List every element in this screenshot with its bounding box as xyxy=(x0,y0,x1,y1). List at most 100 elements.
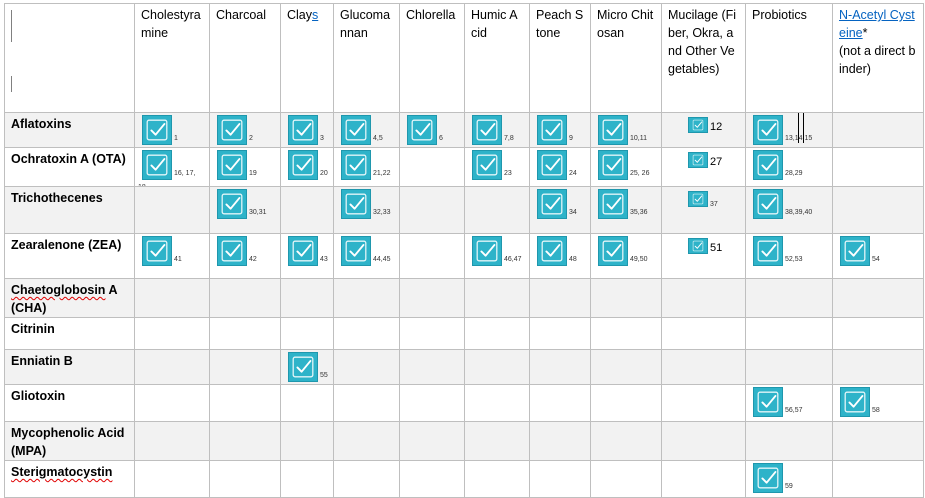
binder-cell xyxy=(209,384,281,422)
row-label: Trichothecenes xyxy=(11,191,103,205)
header-label: Glucomannan xyxy=(340,8,391,40)
reference-superscript: 20 xyxy=(320,170,328,177)
checkbox-checked-icon xyxy=(472,115,502,145)
binder-cell xyxy=(134,278,210,318)
header-label: Mucilage (Fiber, Okra, and Other Vegetab… xyxy=(668,8,737,76)
checkbox-checked-icon xyxy=(537,150,567,180)
binder-cell xyxy=(832,112,924,148)
checkbox-checked-icon xyxy=(288,115,318,145)
binder-cell xyxy=(590,278,662,318)
check-mark: 59 xyxy=(753,463,793,493)
binder-cell: 13,14,15 xyxy=(745,112,833,148)
table-row: Mycophenolic Acid (MPA) xyxy=(4,421,924,461)
binder-cell xyxy=(464,186,530,234)
check-mark: 52,53 xyxy=(753,236,803,266)
binder-cell xyxy=(529,460,591,498)
column-header: Chlorella xyxy=(399,3,465,113)
header-link[interactable]: N-Acetyl Cysteine xyxy=(839,8,915,40)
binder-cell xyxy=(399,421,465,461)
check-mark: 12 xyxy=(688,117,722,133)
binder-cell: 24 xyxy=(529,147,591,187)
check-mark: 3 xyxy=(288,115,324,145)
check-mark: 10,11 xyxy=(598,115,647,145)
binder-cell xyxy=(529,349,591,385)
checkbox-checked-icon xyxy=(598,115,628,145)
checkbox-checked-icon xyxy=(217,150,247,180)
reference-superscript: 46,47 xyxy=(504,256,522,263)
corner-cell xyxy=(4,3,135,113)
column-header: N-Acetyl Cysteine* (not a direct binder) xyxy=(832,3,924,113)
binder-cell xyxy=(661,460,746,498)
check-mark: 54 xyxy=(840,236,880,266)
check-mark: 43 xyxy=(288,236,328,266)
check-mark: 20 xyxy=(288,150,328,180)
reference-superscript: 59 xyxy=(785,483,793,490)
check-mark: 4,5 xyxy=(341,115,383,145)
checkbox-checked-icon xyxy=(598,189,628,219)
reference-superscript: 44,45 xyxy=(373,256,391,263)
column-header: Micro Chitosan xyxy=(590,3,662,113)
check-mark: 42 xyxy=(217,236,257,266)
reference-superscript: 18 xyxy=(138,184,146,186)
binder-cell xyxy=(590,460,662,498)
binder-cell xyxy=(399,278,465,318)
check-mark: 37 xyxy=(688,191,718,208)
text-cursor xyxy=(11,76,12,92)
binder-cell xyxy=(745,421,833,461)
binder-cell xyxy=(280,278,334,318)
binder-cell xyxy=(280,421,334,461)
binder-cell xyxy=(134,460,210,498)
reference-superscript: 56,57 xyxy=(785,407,803,414)
checkbox-checked-icon xyxy=(472,150,502,180)
binder-cell: 52,53 xyxy=(745,233,833,279)
checkbox-checked-icon xyxy=(537,189,567,219)
checkbox-checked-icon xyxy=(341,150,371,180)
binder-cell: 46,47 xyxy=(464,233,530,279)
table-row: Enniatin B 55 xyxy=(4,349,924,385)
row-label: Enniatin B xyxy=(11,354,73,368)
row-label: Gliotoxin xyxy=(11,389,66,403)
header-link[interactable]: s xyxy=(312,8,319,22)
binder-cell xyxy=(209,421,281,461)
reference-superscript: 2 xyxy=(249,135,253,142)
header-row: Cholestyramine Charcoal Clays Glucomannan Ch… xyxy=(4,3,924,113)
binder-cell xyxy=(134,317,210,350)
binder-cell: 21,22 xyxy=(333,147,400,187)
document: Cholestyramine Charcoal Clays Glucomannan Ch… xyxy=(4,3,924,498)
check-mark: 16, 17, 18 xyxy=(138,150,195,186)
checkbox-checked-icon xyxy=(537,236,567,266)
binder-cell xyxy=(661,278,746,318)
binder-cell: 25, 26 xyxy=(590,147,662,187)
binder-cell xyxy=(832,147,924,187)
reference-superscript: 41 xyxy=(174,256,182,263)
binder-cell xyxy=(464,317,530,350)
reference-superscript: 28,29 xyxy=(785,170,803,177)
binder-cell xyxy=(590,317,662,350)
binder-cell xyxy=(280,384,334,422)
binder-cell: 34 xyxy=(529,186,591,234)
checkbox-checked-icon xyxy=(753,189,783,219)
binder-cell xyxy=(661,317,746,350)
checkbox-checked-icon xyxy=(753,150,783,180)
checkbox-checked-icon xyxy=(753,115,783,145)
check-mark: 48 xyxy=(537,236,577,266)
binder-cell: 12 xyxy=(661,112,746,148)
table-row: Chaetoglobosin A (CHA) xyxy=(4,278,924,318)
binder-cell: 41 xyxy=(134,233,210,279)
binder-cell: 48 xyxy=(529,233,591,279)
binder-cell xyxy=(832,186,924,234)
checkbox-checked-icon xyxy=(407,115,437,145)
row-label: Ochratoxin A (OTA) xyxy=(11,152,126,166)
binder-cell xyxy=(832,349,924,385)
binder-cell xyxy=(333,421,400,461)
binder-cell: 20 xyxy=(280,147,334,187)
column-header: Peach Stone xyxy=(529,3,591,113)
binder-cell xyxy=(333,460,400,498)
check-mark: 23 xyxy=(472,150,512,180)
binder-cell xyxy=(745,278,833,318)
binder-cell xyxy=(399,233,465,279)
binder-cell xyxy=(333,384,400,422)
binder-cell: 49,50 xyxy=(590,233,662,279)
binder-cell xyxy=(529,278,591,318)
checkbox-checked-icon xyxy=(688,117,708,133)
